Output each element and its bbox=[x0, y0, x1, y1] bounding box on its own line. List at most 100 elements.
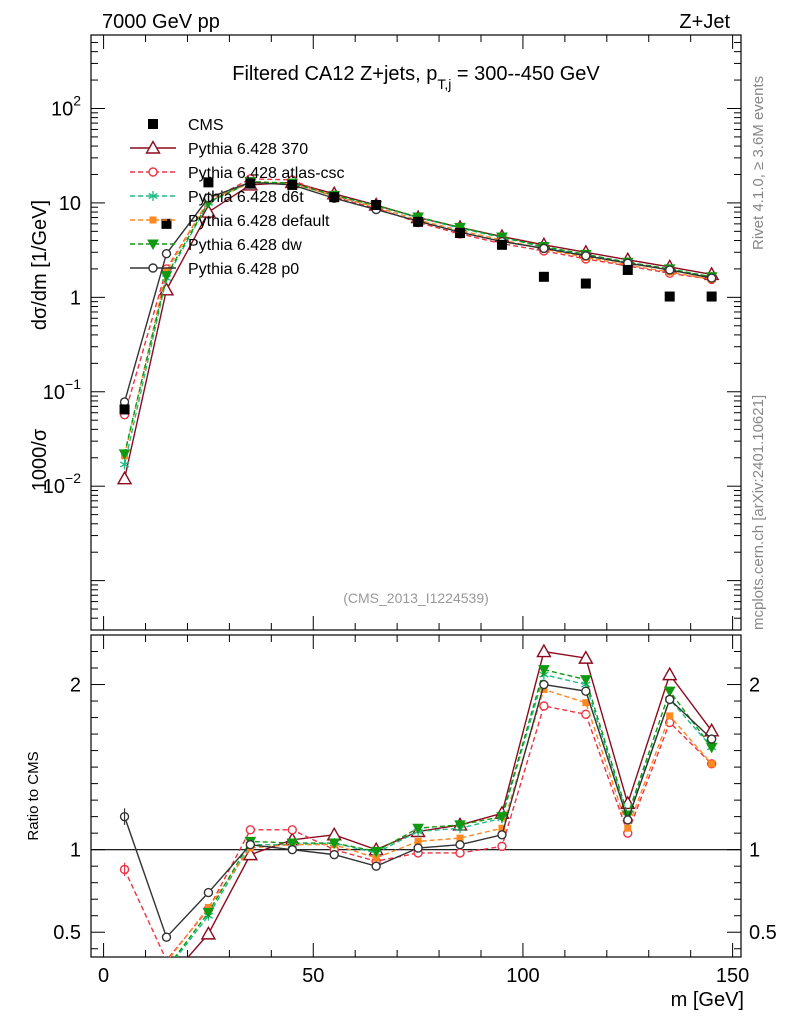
y-tick-exponent: −2 bbox=[65, 470, 81, 486]
ratio-point bbox=[624, 816, 632, 824]
legend-entry-5: Pythia 6.428 p0 bbox=[130, 261, 299, 278]
ratio-point bbox=[663, 668, 676, 680]
data-point bbox=[665, 292, 675, 302]
ratio-point bbox=[498, 831, 506, 839]
data-point bbox=[497, 240, 507, 250]
rivet-label: Rivet 4.1.0, ≥ 3.6M events bbox=[750, 76, 767, 250]
legend-label: Pythia 6.428 p0 bbox=[188, 261, 299, 278]
ratio-tick-label-right: 0.5 bbox=[749, 922, 777, 944]
ratio-point bbox=[666, 695, 674, 703]
ratio-point bbox=[666, 712, 673, 719]
ratio-panel: 0.5 0.5 1 1 2 2 Ratio to CMS bbox=[25, 635, 777, 985]
ratio-tick-label-right: 1 bbox=[749, 840, 760, 862]
legend-label: Pythia 6.428 d6t bbox=[188, 189, 304, 206]
y-tick-label: 1 bbox=[70, 287, 81, 309]
ratio-point bbox=[288, 826, 296, 834]
series-point bbox=[540, 244, 548, 252]
y-axis-label: dσ/dm [1/GeV] bbox=[29, 200, 51, 330]
ratio-point bbox=[537, 645, 550, 657]
ratio-tick-label-right: 2 bbox=[749, 675, 760, 697]
x-tick-label: 100 bbox=[506, 965, 539, 987]
data-point bbox=[707, 292, 717, 302]
ratio-series-group bbox=[121, 645, 719, 985]
legend-entry-2: Pythia 6.428 d6t bbox=[130, 189, 304, 206]
series-point bbox=[666, 266, 674, 274]
ratio-point bbox=[707, 743, 717, 752]
data-point bbox=[455, 228, 465, 238]
title-tail: = 300--450 GeV bbox=[451, 63, 600, 85]
y-tick-base: 10 bbox=[59, 193, 81, 215]
legend-label: Pythia 6.428 atlas-csc bbox=[188, 165, 345, 182]
legend-label: Pythia 6.428 default bbox=[188, 213, 330, 230]
legend-label: Pythia 6.428 dw bbox=[188, 237, 302, 254]
ratio-y-axis-label: Ratio to CMS bbox=[25, 751, 42, 840]
main-y-axis-title: 1000/σ dσ/dm [1/GeV] bbox=[29, 200, 51, 491]
header-left: 7000 GeV pp bbox=[102, 11, 220, 33]
data-point bbox=[581, 279, 591, 289]
data-point bbox=[329, 192, 339, 202]
data-point bbox=[623, 265, 633, 275]
title-sub: T,j bbox=[437, 76, 451, 92]
ratio-axis-ticks bbox=[91, 635, 741, 957]
ratio-point bbox=[708, 760, 715, 767]
ratio-point bbox=[162, 933, 170, 941]
x-axis-label: m [GeV] bbox=[671, 989, 744, 1011]
ratio-point bbox=[246, 841, 254, 849]
ratio-point bbox=[708, 735, 716, 743]
ratio-point bbox=[540, 681, 548, 689]
y-tick-exponent: 2 bbox=[73, 92, 81, 108]
y-tick-base: 1 bbox=[70, 287, 81, 309]
legend-entry-1: Pythia 6.428 atlas-csc bbox=[130, 165, 345, 182]
y-tick-base: 10 bbox=[51, 98, 73, 120]
x-tick-label: 50 bbox=[302, 965, 324, 987]
legend-entry-0: Pythia 6.428 370 bbox=[130, 141, 308, 158]
series-point bbox=[708, 274, 716, 282]
y-tick-label: 10 bbox=[59, 193, 81, 215]
analysis-id: (CMS_2013_I1224539) bbox=[343, 590, 489, 606]
ratio-point bbox=[582, 687, 590, 695]
legend-entry-data: CMS bbox=[148, 117, 224, 134]
ratio-point bbox=[624, 825, 631, 832]
ratio-point bbox=[202, 927, 215, 939]
ratio-point bbox=[456, 841, 464, 849]
ratio-tick-label: 1 bbox=[70, 840, 81, 862]
legend-entry-3: Pythia 6.428 default bbox=[130, 213, 330, 230]
series-point bbox=[582, 252, 590, 260]
legend-marker bbox=[147, 142, 160, 154]
data-point bbox=[120, 404, 130, 414]
ratio-point bbox=[204, 889, 212, 897]
legend-marker bbox=[149, 264, 157, 272]
ratio-point bbox=[582, 710, 590, 718]
ratio-point bbox=[288, 846, 296, 854]
ratio-point bbox=[372, 862, 380, 870]
legend-data-marker bbox=[148, 119, 158, 129]
ratio-frame bbox=[91, 635, 741, 957]
ratio-tick-label: 2 bbox=[70, 675, 81, 697]
ratio-point bbox=[330, 851, 338, 859]
ratio-point bbox=[540, 702, 548, 710]
legend-entry-4: Pythia 6.428 dw bbox=[130, 237, 302, 254]
series-point bbox=[162, 250, 170, 258]
plot-title: Filtered CA12 Z+jets, pT,j = 300--450 Ge… bbox=[232, 63, 600, 92]
y-axis-prefix: 1000/σ bbox=[29, 428, 51, 491]
ratio-point bbox=[456, 849, 464, 857]
title-main: Filtered CA12 Z+jets, p bbox=[232, 63, 437, 85]
ratio-tick-label: 0.5 bbox=[53, 922, 81, 944]
legend-marker bbox=[149, 168, 157, 176]
series-point bbox=[118, 472, 131, 484]
legend-marker bbox=[150, 217, 157, 224]
y-tick-label: 10−1 bbox=[43, 376, 81, 404]
y-tick-label: 102 bbox=[51, 92, 81, 120]
data-point bbox=[371, 200, 381, 210]
legend-label: CMS bbox=[188, 117, 224, 134]
data-point bbox=[539, 272, 549, 282]
ratio-point bbox=[498, 842, 506, 850]
ratio-point bbox=[246, 826, 254, 834]
mcplots-label: mcplots.cern.ch [arXiv:2401.10621] bbox=[750, 395, 767, 630]
x-tick-label: 150 bbox=[716, 965, 749, 987]
ratio-point bbox=[414, 844, 422, 852]
data-point bbox=[413, 217, 423, 227]
y-tick-base: 10 bbox=[43, 382, 65, 404]
x-tick-label: 0 bbox=[98, 965, 109, 987]
